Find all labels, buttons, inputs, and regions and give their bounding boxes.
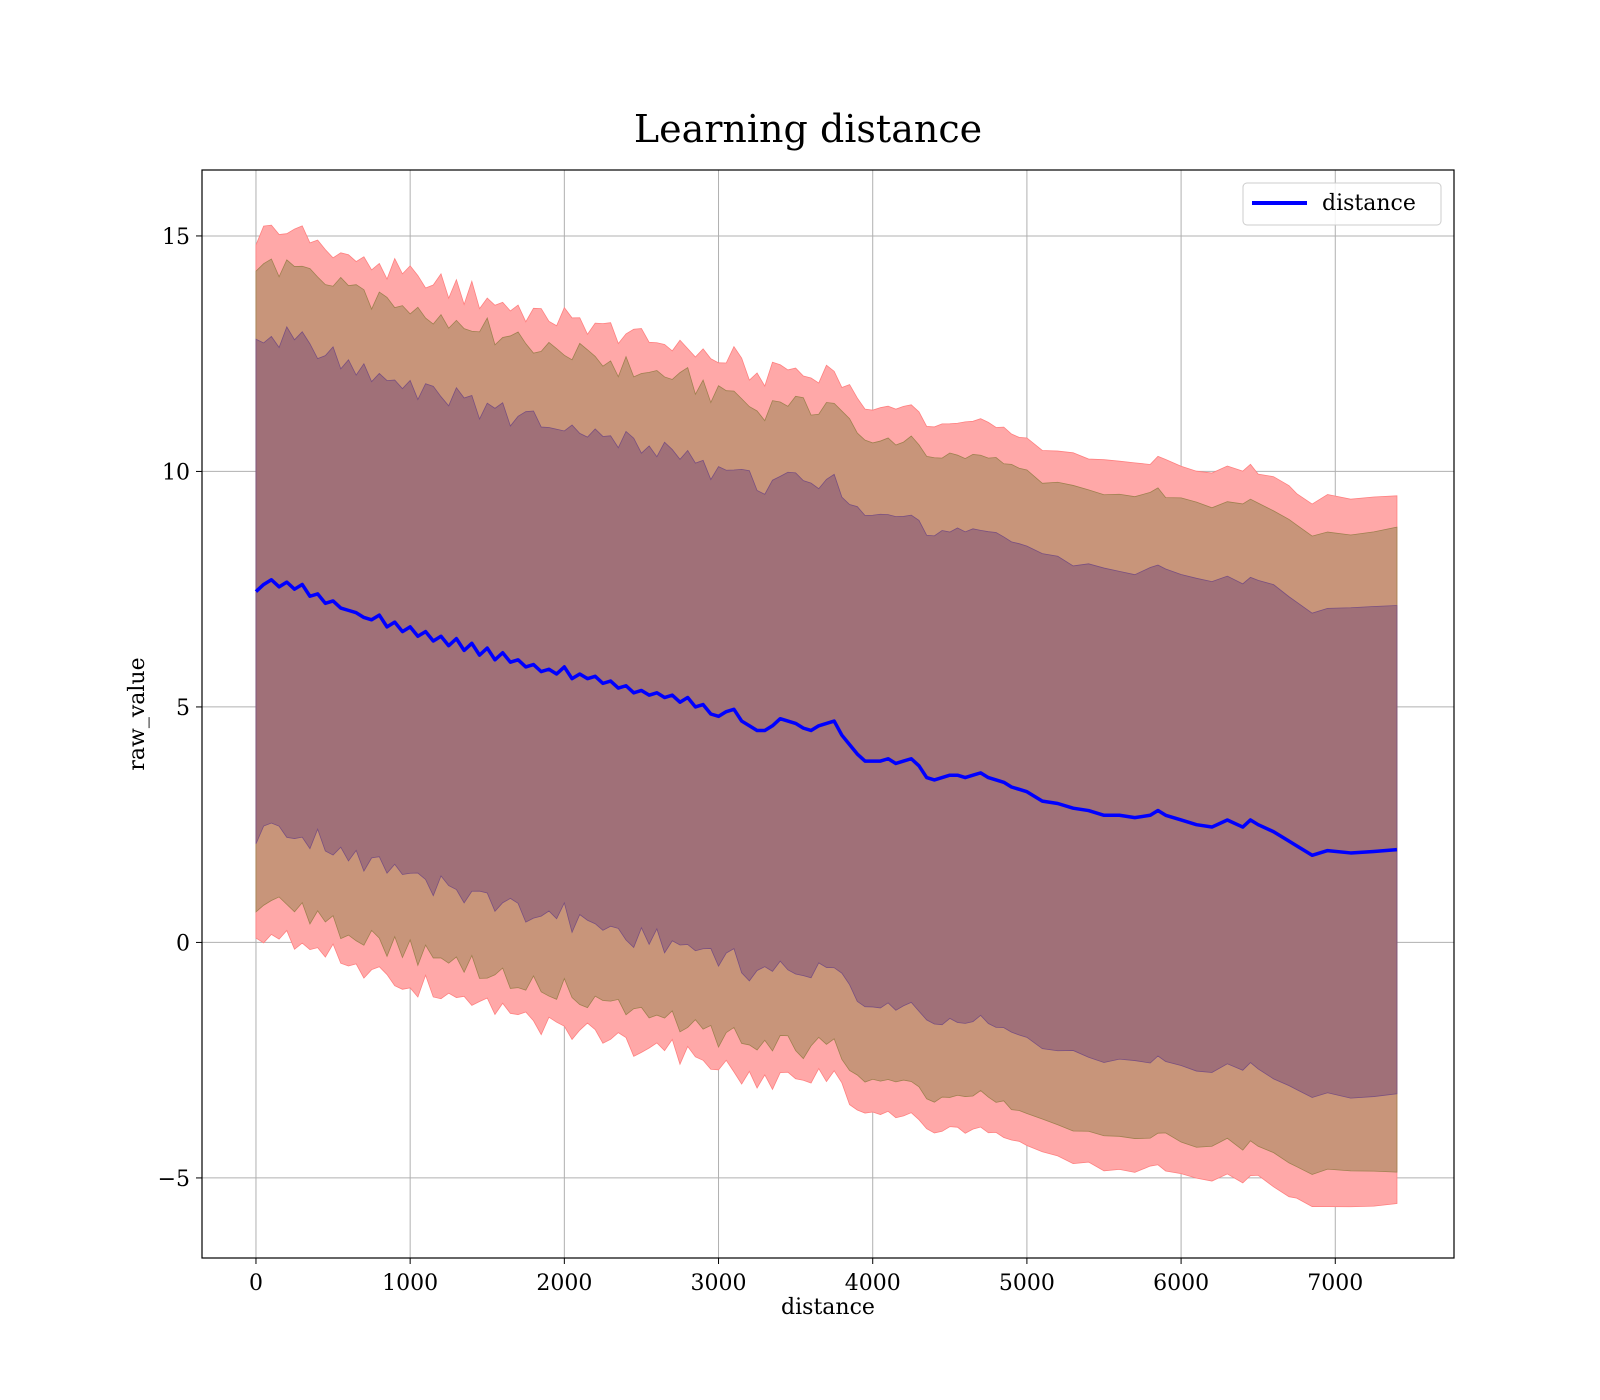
band-inner bbox=[255, 325, 1398, 1099]
x-tick-label: 7000 bbox=[1307, 1271, 1363, 1296]
legend-label: distance bbox=[1322, 191, 1416, 216]
y-tick-label: 0 bbox=[176, 931, 190, 956]
plot-frame bbox=[201, 169, 1455, 1259]
tick-layer: 0 1000 2000 3000 4000 5000 6000 7000 −5 0 5 10 15 bbox=[158, 225, 1364, 1296]
x-tick-label: 1000 bbox=[382, 1271, 438, 1296]
x-tick-label: 6000 bbox=[1153, 1271, 1209, 1296]
y-tick-label: −5 bbox=[158, 1167, 190, 1192]
series-line-distance bbox=[254, 578, 1398, 858]
y-tick-label: 10 bbox=[162, 460, 190, 485]
y-tick-label: 5 bbox=[176, 696, 190, 721]
x-tick-label: 4000 bbox=[845, 1271, 901, 1296]
legend: distance bbox=[1242, 182, 1442, 226]
band-layer bbox=[255, 224, 1398, 1208]
legend-box bbox=[1242, 182, 1442, 226]
y-tick-label: 15 bbox=[162, 225, 190, 250]
y-axis-label: raw_value bbox=[125, 657, 150, 770]
x-axis-label: distance bbox=[781, 1295, 875, 1320]
x-tick-label: 0 bbox=[249, 1271, 263, 1296]
x-tick-label: 5000 bbox=[999, 1271, 1055, 1296]
x-tick-label: 2000 bbox=[536, 1271, 592, 1296]
line-layer bbox=[254, 578, 1398, 858]
x-tick-label: 3000 bbox=[691, 1271, 747, 1296]
chart-title: Learning distance bbox=[634, 107, 982, 151]
